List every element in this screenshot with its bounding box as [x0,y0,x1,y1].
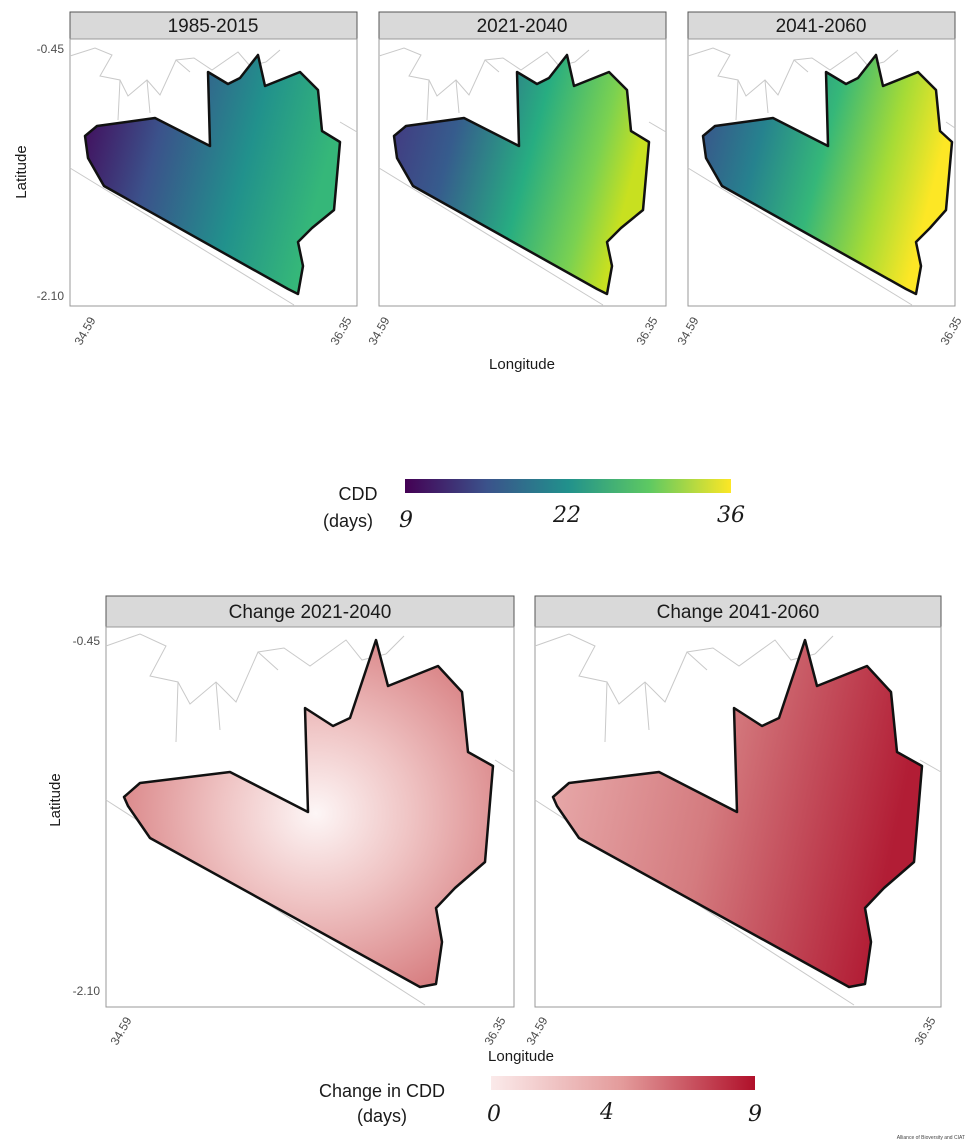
x-tick: 36.35 [633,314,660,347]
legend-cdd: CDD (days) 9 22 36 [323,479,745,533]
legend-label: 22 [552,503,581,528]
credit-text: Alliance of Bioversity and CIAT [897,1135,965,1141]
x-axis-title: Longitude [488,1048,554,1065]
y-tick-top: -0.45 [73,634,101,648]
x-tick: 36.35 [327,314,354,347]
strip [69,11,358,40]
legend-subtitle: (days) [357,1106,407,1126]
legend-label: 9 [399,508,413,533]
y-axis-title: Latitude [13,145,30,198]
neighbor-boundaries [378,47,667,306]
x-tick: 36.35 [481,1014,508,1047]
x-tick: 34.59 [523,1014,550,1047]
x-tick: 36.35 [937,314,964,347]
x-tick: 34.59 [107,1014,134,1047]
strip [687,11,956,40]
x-axis-title: Longitude [489,356,555,373]
county-map [122,638,495,989]
panel-2021-2040: 2021-2040 [378,11,667,307]
legend-subtitle: (days) [323,511,373,531]
strip [105,595,515,628]
y-tick-bottom: -2.10 [37,289,65,303]
legend-change-cdd: Change in CDD (days) 0 4 9 [319,1076,762,1127]
x-tick: 34.59 [674,314,701,347]
y-axis-title: Latitude [47,773,64,826]
county-map [701,53,954,296]
panel-2041-2060: 2041-2060 [687,11,956,307]
legend-label: 4 [599,1100,614,1125]
strip-label: Change 2021-2040 [229,602,392,623]
legend-label: 9 [748,1102,762,1127]
panel-change-2021-2040: Change 2021-2040 [105,595,515,1008]
neighbor-boundaries [687,47,956,306]
panel-1985-2015: 1985-2015 [69,11,358,307]
legend-label: 0 [487,1102,501,1127]
color-bar [491,1076,755,1090]
county-map [83,53,342,296]
neighbor-boundaries [69,47,358,306]
county-map [392,53,651,296]
x-tick: 34.59 [71,314,98,347]
x-tick: 36.35 [911,1014,938,1047]
strip-label: 2041-2060 [776,16,867,37]
color-bar [405,479,731,493]
strip-label: 2021-2040 [477,16,568,37]
legend-label: 36 [717,503,745,528]
strip-label: Change 2041-2060 [657,602,820,623]
y-tick-top: -0.45 [37,42,65,56]
y-tick-bottom: -2.10 [73,984,101,998]
panel-change-2041-2060: Change 2041-2060 [534,595,942,1008]
legend-title: Change in CDD [319,1081,445,1101]
legend-title: CDD [339,484,378,504]
county-map [551,638,924,989]
x-tick: 34.59 [365,314,392,347]
strip [378,11,667,40]
strip-label: 1985-2015 [168,16,259,37]
